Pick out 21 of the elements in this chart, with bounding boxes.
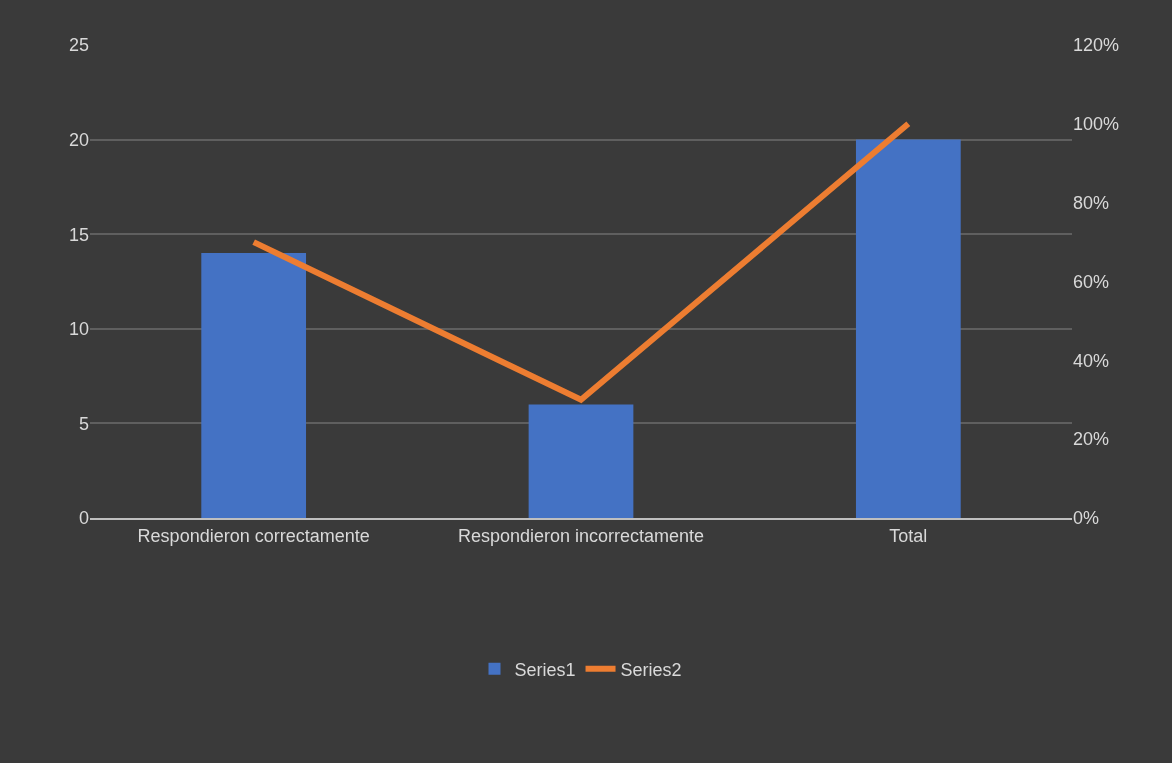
y2-tick-label: 60% <box>1073 271 1110 292</box>
x-tick-label: Respondieron incorrectamente <box>457 525 705 546</box>
y-tick-label: 5 <box>78 413 89 434</box>
y-tick-label: 20 <box>68 129 89 150</box>
y2-tick-label: 20% <box>1073 429 1110 450</box>
bar <box>855 139 961 518</box>
y-tick-label: 25 <box>68 35 89 56</box>
y2-tick-label: 40% <box>1073 350 1110 371</box>
bar <box>528 404 634 518</box>
bar <box>201 253 307 518</box>
legend-label: Series2 <box>620 659 682 680</box>
y2-tick-label: 80% <box>1073 192 1110 213</box>
x-tick-label: Total <box>889 525 928 546</box>
y2-tick-label: 100% <box>1073 114 1120 135</box>
y2-tick-label: 0% <box>1073 508 1100 529</box>
legend-label: Series1 <box>514 659 576 680</box>
y-tick-label: 10 <box>68 319 89 340</box>
y2-tick-label: 120% <box>1073 35 1120 56</box>
y-tick-label: 0 <box>78 508 89 529</box>
x-tick-label: Respondieron correctamente <box>137 525 370 546</box>
y-tick-label: 15 <box>68 224 89 245</box>
